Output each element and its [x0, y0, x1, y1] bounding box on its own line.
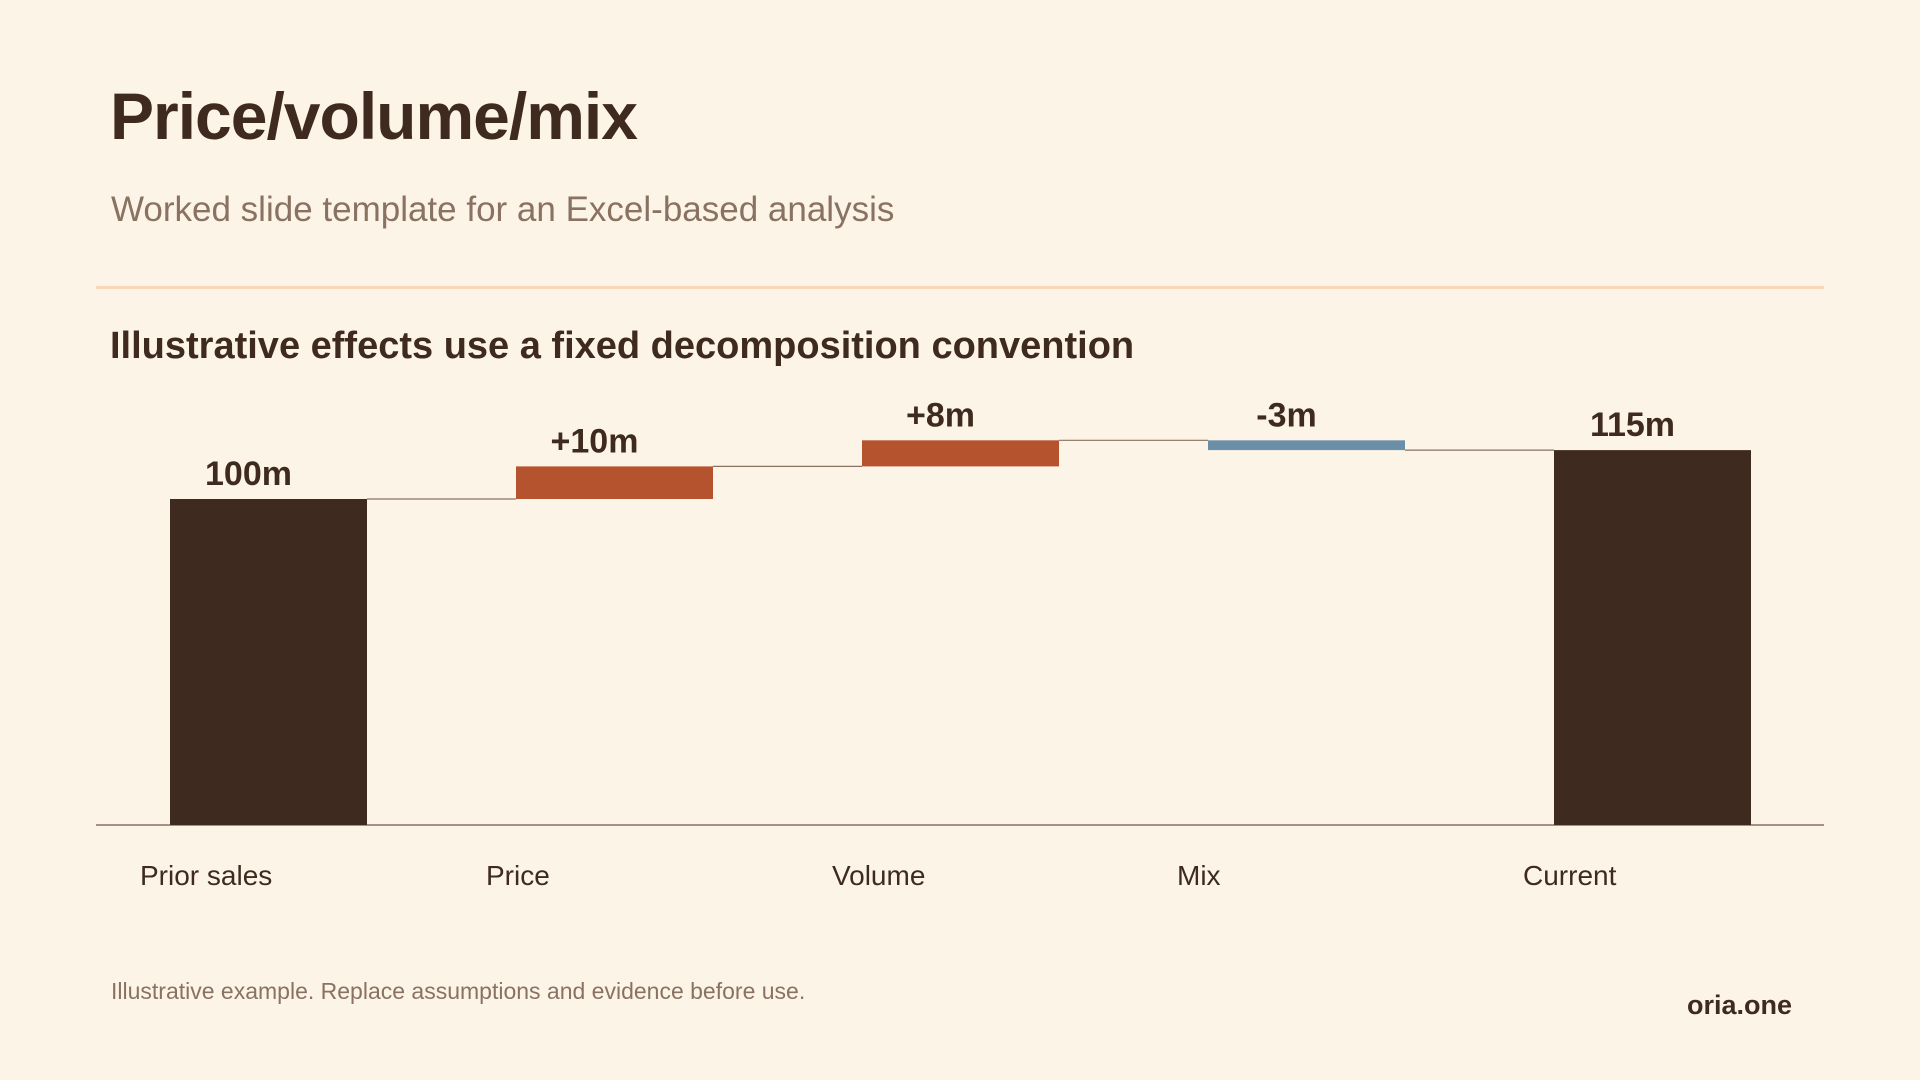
bar-price: [516, 466, 713, 499]
footnote: Illustrative example. Replace assumption…: [111, 978, 806, 1004]
value-label-mix: -3m: [1256, 396, 1316, 434]
category-label-current: Current: [1523, 860, 1617, 891]
category-label-volume: Volume: [832, 860, 925, 891]
chart-headline: Illustrative effects use a fixed decompo…: [110, 325, 1135, 367]
bar-current: [1554, 450, 1751, 825]
bar-mix: [1208, 440, 1405, 451]
value-label-price: +10m: [551, 422, 639, 460]
brand-logo-text: oria.one: [1686, 990, 1792, 1020]
slide-subtitle: Worked slide template for an Excel-based…: [111, 190, 895, 229]
category-label-mix: Mix: [1177, 860, 1221, 891]
value-label-volume: +8m: [906, 396, 975, 434]
section-divider: [96, 286, 1824, 289]
category-label-prior-sales: Prior sales: [140, 860, 272, 891]
bar-prior-sales: [170, 499, 367, 825]
slide-title: Price/volume/mix: [110, 79, 638, 153]
bar-volume: [862, 440, 1059, 467]
category-label-price: Price: [486, 860, 550, 891]
value-label-current: 115m: [1590, 406, 1675, 444]
value-label-prior-sales: 100m: [205, 455, 292, 493]
